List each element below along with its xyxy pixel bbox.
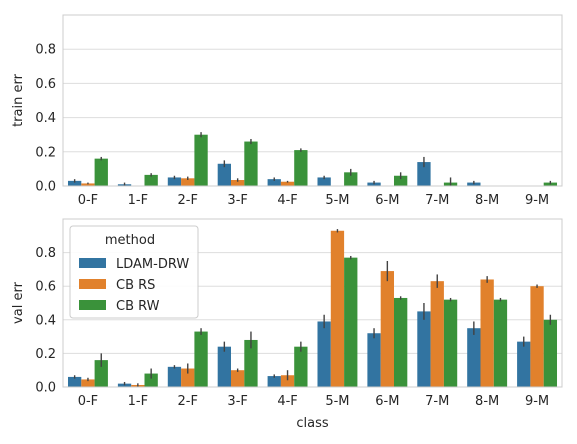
bar-cb-rw-1-F	[144, 174, 158, 186]
bar-ldam-drw-8-M	[467, 328, 481, 387]
bar-cb-rw-0-F	[94, 158, 108, 186]
bar-ldam-drw-5-M	[317, 321, 331, 387]
bar-ldam-drw-8-M	[467, 182, 481, 186]
legend-swatch	[79, 258, 106, 268]
x-tick-label: 3-F	[227, 394, 247, 409]
bar-ldam-drw-0-F	[67, 376, 82, 387]
bar-cb-rw-1-F	[144, 373, 158, 387]
x-tick-label: 2-F	[178, 193, 198, 208]
bar-cb-rs-3-F	[230, 370, 245, 387]
bar-cb-rw-9-M	[543, 182, 558, 186]
x-tick-label: 4-F	[277, 193, 297, 208]
x-tick-label: 7-M	[425, 193, 449, 208]
x-tick-label: 0-F	[78, 193, 98, 208]
bar-ldam-drw-2-F	[167, 366, 182, 387]
plot-frame	[62, 14, 563, 187]
legend-label: CB RW	[116, 299, 160, 314]
bar-ldam-drw-9-M	[517, 341, 531, 387]
bar-ldam-drw-6-M	[367, 333, 381, 387]
x-tick-label: 1-F	[128, 193, 148, 208]
bar-ldam-drw-4-F	[267, 376, 281, 387]
bar-cb-rs-7-M	[430, 281, 444, 387]
bar-cb-rw-0-F	[94, 360, 108, 387]
x-tick-label: 7-M	[425, 394, 449, 409]
y-tick-label: 0.4	[35, 313, 56, 328]
y-tick-label: 0.8	[35, 43, 56, 58]
bar-cb-rw-9-M	[543, 319, 558, 387]
bar-cb-rw-8-M	[493, 299, 508, 387]
bar-cb-rw-4-F	[294, 346, 308, 387]
y-tick-label: 0.0	[35, 381, 56, 396]
legend-label: CB RS	[116, 278, 155, 293]
panel-val: 0.0 0.2 0.4 0.6 0.8 0-F 1-F 2-F 3-F 4-F 5-M 6-M 7-M 8…	[11, 218, 563, 431]
x-tick-label: 4-F	[277, 394, 297, 409]
bar-cb-rs-9-M	[530, 286, 544, 387]
bar-ldam-drw-3-F	[217, 346, 231, 387]
y-tick-label: 0.4	[35, 111, 56, 126]
x-tick-label: 6-M	[375, 394, 399, 409]
bar-cb-rw-2-F	[194, 134, 208, 186]
bar-ldam-drw-5-M	[317, 177, 331, 186]
legend-swatch	[79, 279, 106, 289]
legend-swatch	[79, 300, 106, 310]
bar-cb-rs-8-M	[480, 279, 494, 387]
bar-ldam-drw-7-M	[417, 162, 431, 186]
bar-cb-rs-4-F	[280, 181, 295, 186]
bar-cb-rs-2-F	[181, 178, 195, 186]
x-tick-label: 6-M	[375, 193, 399, 208]
bar-ldam-drw-6-M	[367, 182, 381, 186]
legend: method LDAM-DRW CB RS CB RW	[69, 225, 199, 319]
x-tick-label: 8-M	[475, 394, 499, 409]
y-axis-label: train err	[11, 73, 26, 127]
y-tick-label: 0.6	[35, 280, 56, 295]
bar-cb-rw-3-F	[244, 339, 258, 387]
bar-cb-rs-0-F	[81, 183, 95, 186]
x-tick-label: 2-F	[178, 394, 198, 409]
legend-label: LDAM-DRW	[116, 257, 189, 272]
y-tick-label: 0.0	[35, 180, 56, 195]
bar-ldam-drw-2-F	[167, 177, 182, 186]
legend-box	[69, 225, 199, 319]
y-tick-label: 0.8	[35, 246, 56, 261]
x-tick-label: 8-M	[475, 193, 499, 208]
bar-ldam-drw-4-F	[267, 179, 281, 186]
y-axis-label: val err	[11, 281, 26, 324]
panel-train: 0.0 0.2 0.4 0.6 0.8 0-F 1-F 2-F 3-F 4-F 5-M 6-M 7-M 8…	[11, 14, 563, 208]
bar-cb-rs-4-F	[280, 375, 295, 387]
plot-area	[63, 15, 562, 186]
bar-cb-rs-6-M	[380, 271, 395, 387]
x-tick-label: 0-F	[78, 394, 98, 409]
x-axis-label: class	[296, 416, 328, 431]
x-tick-label: 9-M	[525, 394, 549, 409]
bar-cb-rw-6-M	[394, 297, 408, 387]
bar-cb-rw-6-M	[394, 175, 408, 186]
x-tick-label: 5-M	[325, 394, 349, 409]
bar-ldam-drw-7-M	[417, 311, 431, 387]
bar-cb-rw-3-F	[244, 141, 258, 186]
bar-cb-rs-0-F	[81, 379, 95, 387]
plot-frame	[62, 218, 563, 388]
y-tick-label: 0.2	[35, 145, 56, 160]
bar-cb-rw-4-F	[294, 150, 308, 186]
y-tick-label: 0.2	[35, 347, 56, 362]
y-tick-label: 0.6	[35, 77, 56, 92]
bar-cb-rw-7-M	[443, 299, 458, 387]
x-tick-label: 5-M	[325, 193, 349, 208]
x-tick-label: 3-F	[227, 193, 247, 208]
bar-ldam-drw-3-F	[217, 163, 231, 186]
bar-cb-rs-5-M	[330, 230, 345, 387]
x-tick-label: 1-F	[128, 394, 148, 409]
bar-ldam-drw-0-F	[67, 180, 82, 186]
bar-cb-rs-3-F	[230, 180, 245, 186]
legend-title: method	[105, 233, 155, 248]
bar-cb-rs-2-F	[181, 368, 195, 387]
x-tick-label: 9-M	[525, 193, 549, 208]
bar-cb-rw-2-F	[194, 331, 208, 387]
bar-cb-rw-5-M	[344, 257, 358, 387]
bar-cb-rw-5-M	[344, 172, 358, 186]
